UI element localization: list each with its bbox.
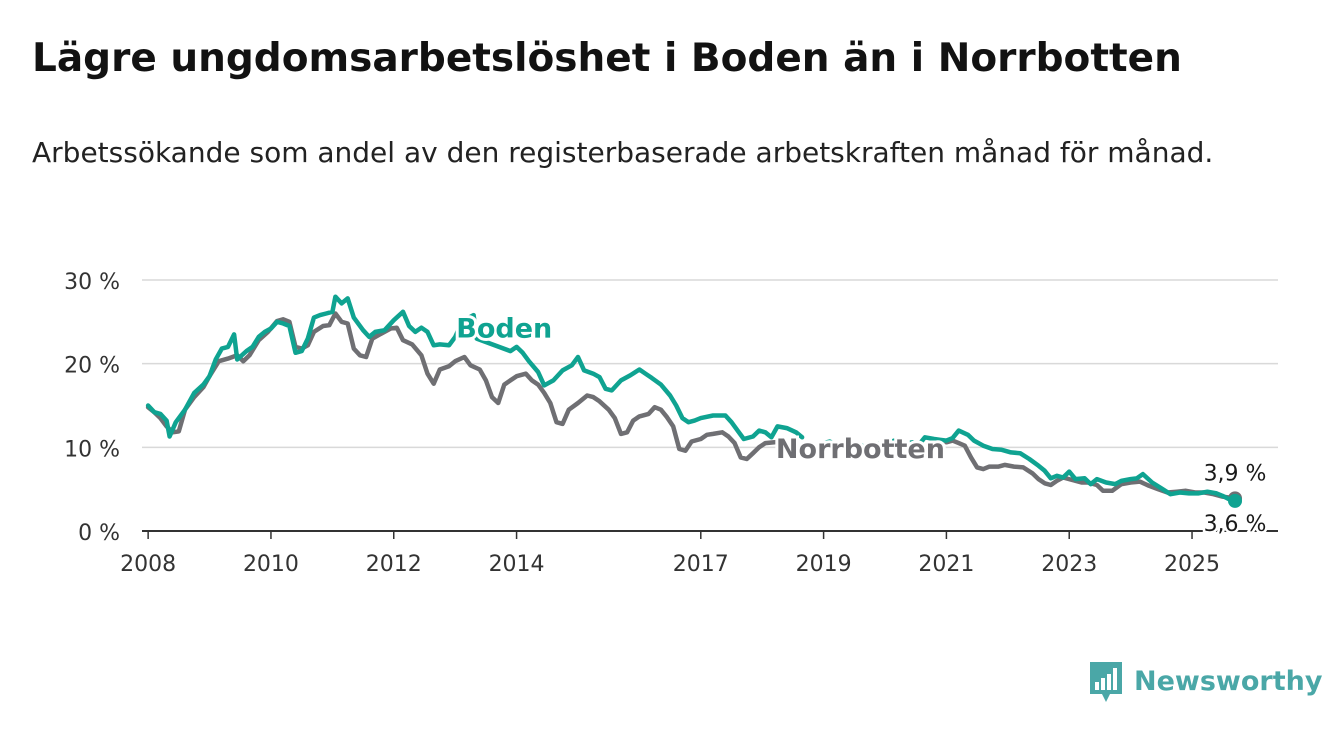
label-layer: 3,9 % 3,6 % Boden Norrbotten	[453, 311, 1269, 540]
x-tick-label: 2023	[1041, 552, 1097, 577]
y-axis: 0 % 10 % 20 % 30 %	[64, 270, 120, 546]
boden-series-label: Boden	[456, 314, 552, 345]
norrbotten-series-label: Norrbotten	[776, 434, 945, 465]
x-tick-label: 2010	[243, 552, 299, 577]
norrbotten-series-line	[145, 311, 793, 462]
x-tick-label: 2019	[796, 552, 852, 577]
boden-series-line	[145, 294, 805, 442]
grid-layer	[142, 279, 1278, 449]
chart-subtitle: Arbetssökande som andel av den registerb…	[32, 136, 1214, 169]
newsworthy-logo-icon	[1090, 662, 1122, 702]
norrbotten-end-label: 3,9 %	[1204, 461, 1267, 486]
x-tick-label: 2012	[366, 552, 422, 577]
x-tick-label: 2021	[918, 552, 974, 577]
y-tick-label: 20 %	[64, 354, 120, 379]
y-tick-label: 10 %	[64, 437, 120, 462]
series-layer	[145, 294, 1243, 508]
chart-title: Lägre ungdomsarbetslöshet i Boden än i N…	[32, 36, 1182, 81]
y-tick-label: 30 %	[64, 270, 120, 295]
x-tick-label: 2014	[489, 552, 545, 577]
x-tick-label: 2017	[673, 552, 729, 577]
x-axis: 2008 2010 2012 2014 2017 2019 2021 2023 2025	[120, 530, 1278, 577]
boden-series-line	[821, 428, 1238, 504]
y-tick-label: 0 %	[78, 521, 120, 546]
brand-name: Newsworthy	[1134, 666, 1323, 697]
boden-end-point	[1228, 493, 1243, 508]
newsworthy-brand: Newsworthy	[1088, 660, 1322, 704]
x-tick-label: 2008	[120, 552, 176, 577]
boden-end-label: 3,6 %	[1204, 512, 1267, 537]
x-tick-label: 2025	[1164, 552, 1220, 577]
